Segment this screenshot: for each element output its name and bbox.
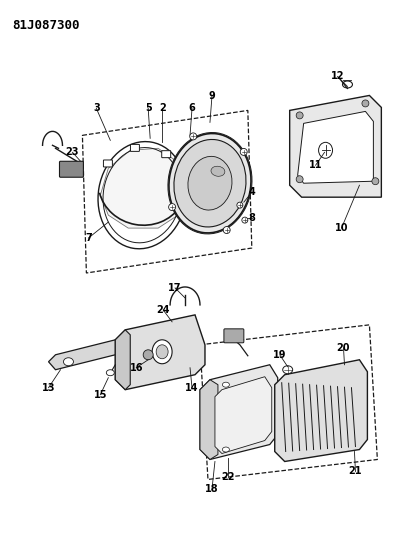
Ellipse shape bbox=[372, 177, 379, 185]
Ellipse shape bbox=[174, 140, 246, 227]
Ellipse shape bbox=[222, 382, 229, 387]
Ellipse shape bbox=[169, 133, 251, 233]
Ellipse shape bbox=[222, 447, 229, 452]
Text: 11: 11 bbox=[309, 160, 322, 170]
Ellipse shape bbox=[223, 227, 230, 233]
Ellipse shape bbox=[296, 176, 303, 183]
Text: 5: 5 bbox=[145, 103, 152, 114]
Text: 22: 22 bbox=[221, 472, 235, 482]
Text: 14: 14 bbox=[185, 383, 199, 393]
Polygon shape bbox=[298, 111, 374, 183]
Text: 21: 21 bbox=[349, 466, 362, 477]
FancyBboxPatch shape bbox=[162, 151, 171, 158]
FancyBboxPatch shape bbox=[131, 144, 139, 151]
Text: 20: 20 bbox=[337, 343, 350, 353]
Text: 6: 6 bbox=[189, 103, 195, 114]
FancyBboxPatch shape bbox=[60, 161, 83, 177]
Text: 3: 3 bbox=[93, 103, 100, 114]
Polygon shape bbox=[100, 148, 186, 228]
Polygon shape bbox=[215, 377, 272, 454]
Polygon shape bbox=[115, 315, 205, 390]
Ellipse shape bbox=[143, 350, 153, 360]
Ellipse shape bbox=[64, 358, 73, 366]
Text: 24: 24 bbox=[156, 305, 170, 315]
Polygon shape bbox=[115, 330, 130, 390]
Text: 13: 13 bbox=[42, 383, 55, 393]
Text: 9: 9 bbox=[208, 92, 215, 101]
Ellipse shape bbox=[237, 202, 243, 208]
Text: 18: 18 bbox=[205, 484, 219, 495]
Ellipse shape bbox=[188, 156, 232, 210]
Ellipse shape bbox=[283, 366, 293, 374]
Polygon shape bbox=[200, 379, 218, 459]
Ellipse shape bbox=[318, 142, 333, 158]
Ellipse shape bbox=[296, 112, 303, 119]
Ellipse shape bbox=[190, 133, 197, 140]
Text: 8: 8 bbox=[249, 213, 255, 223]
Text: 2: 2 bbox=[159, 103, 166, 114]
Text: 16: 16 bbox=[129, 363, 143, 373]
Ellipse shape bbox=[362, 100, 369, 107]
Text: 17: 17 bbox=[168, 283, 182, 293]
Text: 81J087300: 81J087300 bbox=[13, 19, 80, 31]
Polygon shape bbox=[48, 340, 115, 370]
Text: 4: 4 bbox=[249, 187, 255, 197]
Ellipse shape bbox=[240, 148, 247, 156]
Ellipse shape bbox=[211, 166, 225, 176]
Text: 12: 12 bbox=[331, 71, 344, 82]
FancyBboxPatch shape bbox=[104, 160, 112, 167]
Ellipse shape bbox=[169, 204, 175, 211]
Ellipse shape bbox=[156, 345, 168, 359]
Ellipse shape bbox=[106, 370, 114, 376]
Ellipse shape bbox=[152, 340, 172, 364]
Ellipse shape bbox=[242, 217, 248, 223]
Text: 7: 7 bbox=[85, 233, 92, 243]
Text: 19: 19 bbox=[273, 350, 287, 360]
Polygon shape bbox=[200, 365, 278, 459]
Polygon shape bbox=[290, 95, 382, 197]
Text: 23: 23 bbox=[66, 147, 79, 157]
Text: 10: 10 bbox=[335, 223, 348, 233]
Polygon shape bbox=[275, 360, 367, 462]
FancyBboxPatch shape bbox=[224, 329, 244, 343]
Text: 15: 15 bbox=[94, 390, 107, 400]
